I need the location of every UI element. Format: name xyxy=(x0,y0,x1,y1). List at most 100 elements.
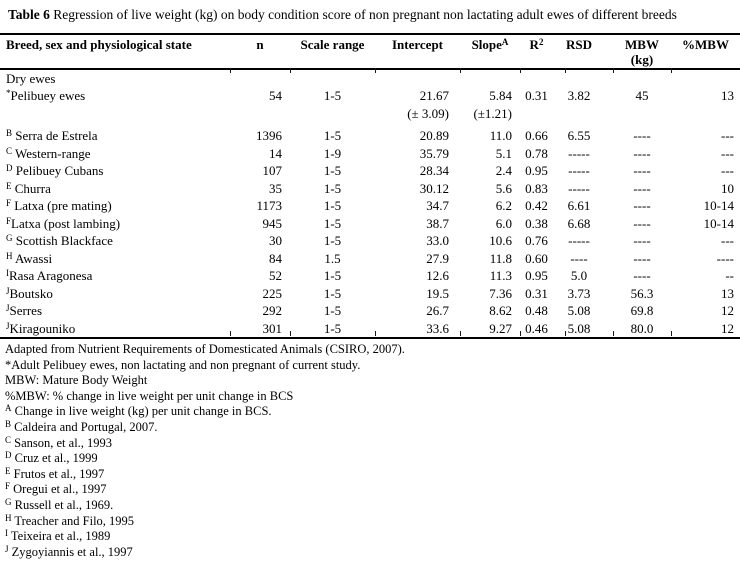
slope-cell: 9.27 xyxy=(460,319,520,339)
rsd-cell: ----- xyxy=(568,163,590,178)
pmbw-cell: --- xyxy=(721,145,734,161)
table-row: D Pelibuey Cubans 107 1-5 28.34 2.4 0.95… xyxy=(0,162,740,180)
column-tick xyxy=(520,330,521,336)
pmbw-cell: --- xyxy=(721,233,734,248)
rsd-cell: ----- xyxy=(568,180,590,196)
footnote-line: E Frutos et al., 1997 xyxy=(5,465,105,481)
breed-cell: JBoutsko xyxy=(6,285,53,301)
scale-range-cell: 1-5 xyxy=(323,215,342,231)
footnote-line: A Change in live weight (kg) per unit ch… xyxy=(5,403,272,419)
column-tick xyxy=(520,67,521,73)
breed-cell: B Serra de Estrela xyxy=(6,128,98,143)
r-squared-cell: 0.60 xyxy=(525,250,548,266)
rsd-cell: 6.61 xyxy=(567,198,591,213)
footnote-line: MBW: Mature Body Weight xyxy=(5,373,148,388)
col-header-rsd: RSD xyxy=(565,32,613,70)
mbw-cell: ---- xyxy=(633,145,651,161)
rsd-cell: ---- xyxy=(570,250,588,266)
mbw-unit: (kg) xyxy=(630,51,654,67)
mbw-cell: 56.3 xyxy=(630,285,654,301)
mbw-cell: ---- xyxy=(633,233,651,248)
table-row: C Western-range 14 1-9 35.79 5.1 0.78 --… xyxy=(0,145,740,163)
intercept-cell: 26.7 xyxy=(426,303,449,318)
breed-cell: F Latxa (pre mating) xyxy=(6,198,112,213)
ref-superscript: D xyxy=(6,163,13,173)
table-number: Table 6 xyxy=(8,7,50,22)
table-row: JBoutsko 225 1-5 19.5 7.36 0.31 3.73 56.… xyxy=(0,285,740,303)
mbw-cell: ---- xyxy=(633,250,651,266)
footnote-line: B Caldeira and Portugal, 2007. xyxy=(5,418,158,434)
intercept-se: (± 3.09) xyxy=(407,105,449,121)
scale-range-cell: 1-5 xyxy=(323,233,342,248)
scale-range-cell: 1-5 xyxy=(323,88,342,103)
slope-cell: 8.62 xyxy=(489,303,512,318)
r-squared-cell: 0.66 xyxy=(525,128,548,143)
col-header-intercept: Intercept xyxy=(375,32,460,70)
rsd-cell: 3.82 xyxy=(567,88,591,103)
col-header-r-squared: R2 xyxy=(520,32,565,70)
n-cell: 1396 xyxy=(256,128,282,143)
pmbw-cell: 13 xyxy=(721,285,734,301)
rsd-cell: ----- xyxy=(568,145,590,161)
footnote-line: H Treacher and Filo, 1995 xyxy=(5,512,135,528)
footnotes: Adapted from Nutrient Requirements of Do… xyxy=(0,342,740,560)
r-squared-cell: 0.38 xyxy=(525,215,548,231)
table-row: G Scottish Blackface 30 1-5 33.0 10.6 0.… xyxy=(0,232,740,250)
mbw-cell: 45 xyxy=(635,88,649,103)
footnote-line: F Oregui et al., 1997 xyxy=(5,481,107,497)
rsd-cell: 3.73 xyxy=(567,285,591,301)
footnote-superscript: H xyxy=(5,512,12,523)
breed-cell: *Pelibuey ewes xyxy=(6,88,86,103)
r-label: R xyxy=(529,36,539,52)
breed-cell: JKiragouniko xyxy=(0,319,230,339)
slope-superscript: A xyxy=(501,36,509,47)
n-cell: 301 xyxy=(230,319,290,339)
table-header: Breed, sex and physiological state n Sca… xyxy=(0,32,740,70)
mbw-cell: ---- xyxy=(633,215,651,231)
slope-cell: 6.0 xyxy=(495,215,512,231)
table-wrap: Breed, sex and physiological state n Sca… xyxy=(0,32,740,340)
column-tick xyxy=(290,67,291,73)
footnote-superscript: G xyxy=(5,496,12,507)
intercept-cell: 30.12 xyxy=(419,180,449,196)
rsd-cell: 6.55 xyxy=(567,128,591,143)
scale-range-cell: 1-5 xyxy=(323,268,342,283)
slope-se: (±1.21) xyxy=(473,105,512,121)
slope-label: Slope xyxy=(471,36,502,52)
table-row: E Churra 35 1-5 30.12 5.6 0.83 ----- ---… xyxy=(0,180,740,198)
intercept-cell: 34.7 xyxy=(426,198,449,213)
n-cell: 35 xyxy=(269,180,282,196)
intercept-cell: 33.0 xyxy=(426,233,449,248)
intercept-cell: 21.67 (± 3.09) xyxy=(375,87,460,127)
r-squared-cell: 0.48 xyxy=(525,303,548,318)
scale-range-cell: 1-9 xyxy=(323,145,342,161)
r-squared-cell: 0.31 xyxy=(525,88,548,103)
r-squared-cell: 0.42 xyxy=(525,198,548,213)
pmbw-cell: 10-14 xyxy=(703,198,734,213)
ref-superscript: I xyxy=(6,268,9,278)
footnote-superscript: C xyxy=(5,434,12,445)
n-cell: 107 xyxy=(262,163,283,178)
column-tick xyxy=(613,330,614,336)
col-header-scale-range: Scale range xyxy=(290,32,375,70)
slope-cell: 7.36 xyxy=(489,285,512,301)
column-tick xyxy=(565,67,566,73)
ref-superscript: J xyxy=(6,285,10,296)
column-tick xyxy=(230,330,231,336)
intercept-cell: 35.79 xyxy=(419,145,449,161)
pmbw-cell: 12 xyxy=(671,319,740,339)
column-tick xyxy=(460,330,461,336)
scale-range-cell: 1-5 xyxy=(323,198,342,213)
footnote-line: Adapted from Nutrient Requirements of Do… xyxy=(5,342,405,356)
intercept-cell: 27.9 xyxy=(426,250,449,266)
scale-range-cell: 1-5 xyxy=(323,128,342,143)
scale-range-cell: 1-5 xyxy=(323,180,342,196)
column-tick xyxy=(460,67,461,73)
ref-superscript: H xyxy=(6,250,13,261)
footnote-line: I Teixeira et al., 1989 xyxy=(5,528,111,544)
scale-range-cell: 1-5 xyxy=(323,285,342,301)
n-cell: 52 xyxy=(269,268,282,283)
mbw-cell: ---- xyxy=(633,163,651,178)
breed-cell: H Awassi xyxy=(6,250,53,266)
footnote-line: D Cruz et al., 1999 xyxy=(5,450,98,466)
